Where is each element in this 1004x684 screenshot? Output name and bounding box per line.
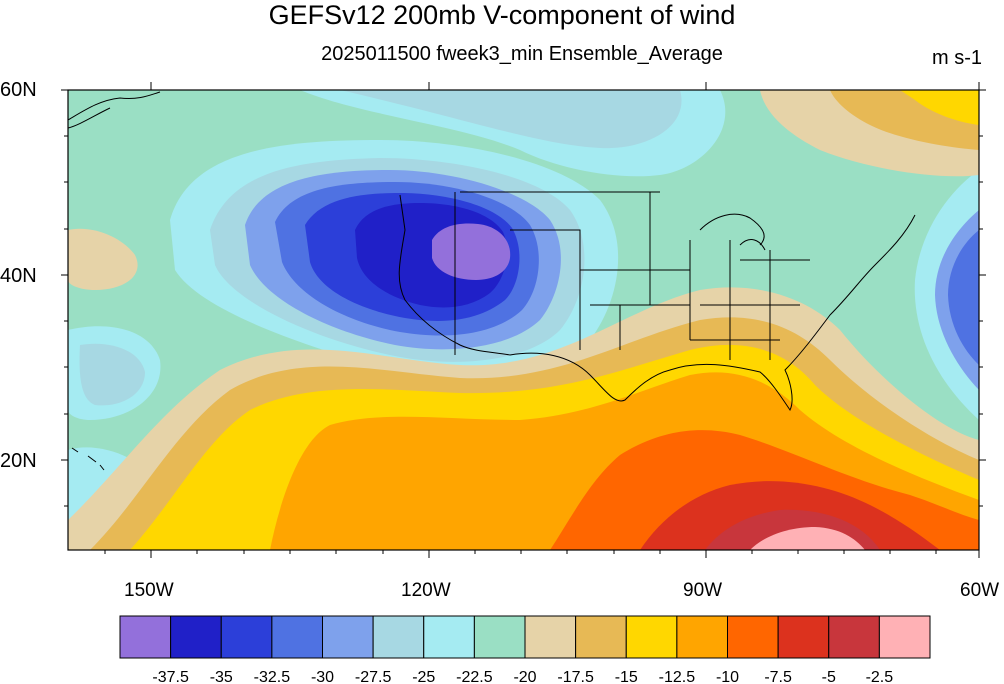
colorbar-swatch (322, 615, 374, 659)
colorbar-swatch (170, 615, 222, 659)
colorbar-swatch (220, 615, 273, 659)
colorbar-swatch (524, 615, 577, 659)
colorbar-label: -30 (311, 669, 334, 684)
colorbar-swatch (878, 615, 931, 659)
colorbar-swatch (119, 615, 172, 659)
units-label: m s-1 (932, 47, 982, 69)
lat-label-60n: 60N (0, 79, 37, 101)
colorbar-swatch (372, 615, 425, 659)
colorbar-label: -35 (210, 669, 233, 684)
colorbar-label: -37.5 (152, 669, 189, 684)
colorbar-label: -32.5 (254, 669, 291, 684)
lat-label-40n: 40N (0, 265, 37, 287)
colorbar-label: -7.5 (764, 669, 792, 684)
contour-fill (68, 90, 979, 550)
map-title: GEFSv12 200mb V-component of wind (268, 0, 736, 30)
colorbar-swatch (423, 615, 475, 659)
lon-label-120w: 120W (401, 580, 451, 601)
colorbar-label: -25 (412, 669, 435, 684)
colorbar-label: -20 (513, 669, 536, 684)
colorbar-label: -5 (822, 669, 836, 684)
colorbar-swatch (727, 615, 779, 659)
lat-label-20n: 20N (0, 450, 37, 472)
colorbar-label: -12.5 (659, 669, 696, 684)
colorbar-labels: -37.5 -35 -32.5 -30 -27.5 -25 -22.5 -20 -17.5 -15… (152, 669, 893, 684)
colorbar-label: -17.5 (557, 669, 594, 684)
lon-label-60w: 60W (960, 580, 1000, 601)
colorbar-swatch (575, 615, 627, 659)
colorbar-boxes (119, 615, 931, 659)
colorbar-label: -2.5 (866, 669, 894, 684)
lon-label-150w: 150W (124, 580, 174, 601)
map-frame (67, 89, 980, 551)
colorbar-swatch (777, 615, 830, 659)
colorbar-label: -27.5 (355, 669, 392, 684)
colorbar-swatch (828, 615, 880, 659)
lon-label-90w: 90W (683, 580, 723, 601)
coastlines (68, 91, 916, 471)
axis-ticks (61, 82, 986, 558)
colorbar-swatch (625, 615, 678, 659)
colorbar-label: -22.5 (456, 669, 493, 684)
colorbar-label: -15 (615, 669, 638, 684)
colorbar-swatch (271, 615, 323, 659)
map-subtitle: 2025011500 fweek3_min Ensemble_Average (321, 43, 723, 65)
colorbar-swatch (473, 615, 526, 659)
colorbar-swatch (676, 615, 728, 659)
colorbar-label: -10 (716, 669, 739, 684)
